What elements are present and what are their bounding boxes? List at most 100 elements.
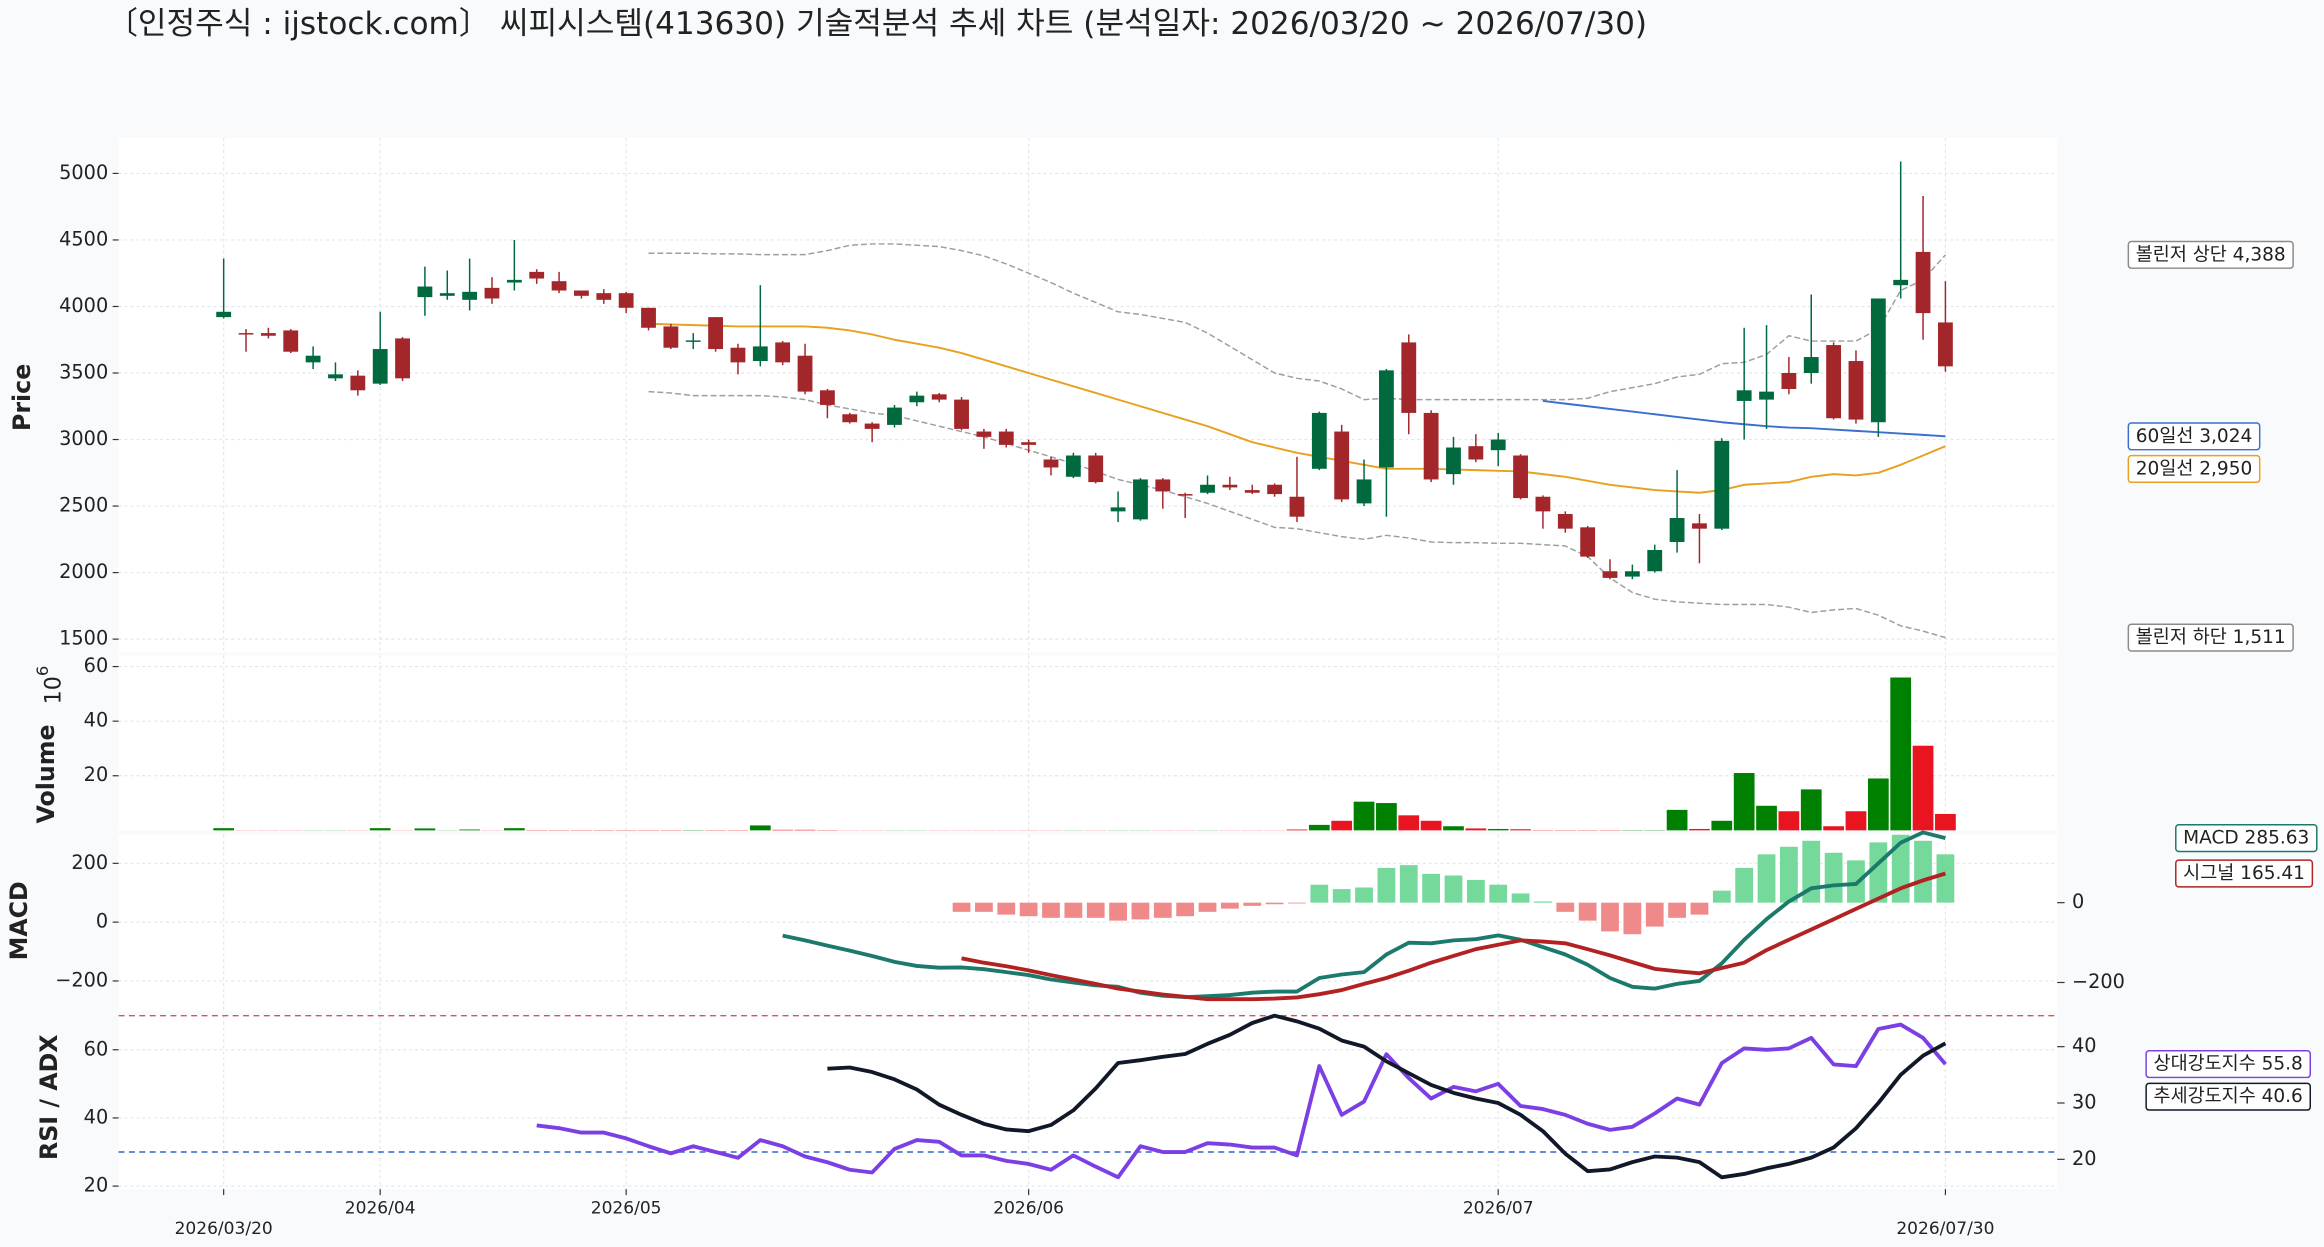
series-line	[648, 390, 1946, 639]
y-tick-label: 5000	[59, 161, 108, 184]
candle-body	[328, 374, 343, 379]
histogram-bar	[1064, 902, 1083, 918]
histogram-bar	[952, 902, 971, 912]
panel-background	[118, 655, 2058, 831]
y-axis-label: RSI / ADX	[35, 1034, 63, 1160]
y-tick-label: 40	[84, 709, 109, 732]
candle-body	[618, 293, 634, 308]
histogram-bar	[1690, 902, 1709, 915]
candle-body	[1334, 431, 1350, 500]
histogram-bar	[1399, 865, 1418, 903]
histogram-bar	[1109, 902, 1127, 921]
volume-bar	[1845, 811, 1867, 831]
label-box	[2175, 859, 2314, 888]
histogram-bar	[1243, 902, 1262, 906]
y2-tick-label: 20	[2072, 1147, 2097, 1170]
y-axis-label: MACD	[5, 881, 33, 960]
y2-tick-label: 0	[2072, 890, 2084, 913]
label-box	[2127, 454, 2261, 484]
volume-bar	[1733, 773, 1755, 831]
candle-body	[1200, 484, 1215, 493]
y-tick-label: 40	[84, 1105, 109, 1128]
panel-background	[118, 1015, 2058, 1190]
histogram-bar	[1377, 867, 1396, 903]
series-line	[782, 830, 1946, 1000]
candle-body	[1356, 479, 1372, 504]
series-end-label: 시그널 165.41	[2183, 863, 2305, 884]
candle-body	[1244, 490, 1260, 493]
offset-base: 10	[40, 676, 66, 704]
candle-body	[372, 349, 388, 384]
histogram-bar	[1645, 902, 1664, 927]
volume-bar	[1510, 829, 1531, 831]
candle-body	[1289, 496, 1305, 517]
candle-body	[506, 279, 522, 283]
histogram-bar	[1735, 867, 1754, 903]
volume-bar	[414, 828, 436, 831]
histogram-bar	[1601, 902, 1619, 932]
histogram-bar	[1355, 887, 1373, 903]
candle-body	[976, 431, 992, 437]
histogram-bar	[1198, 902, 1217, 912]
histogram-bar	[1757, 854, 1776, 903]
series-end-label: 상대강도지수 55.8	[2154, 1054, 2303, 1075]
y-tick-label: 60	[84, 1037, 109, 1060]
candle-body	[730, 347, 746, 363]
candle-body	[797, 355, 813, 392]
candle-body	[1133, 479, 1148, 520]
candle-body	[708, 317, 724, 350]
candle-body	[1065, 455, 1081, 477]
y-tick-label: 3500	[59, 360, 108, 383]
volume-bar	[1912, 745, 1934, 831]
volume-bar	[1867, 778, 1889, 831]
candle-body	[1513, 455, 1528, 499]
y-tick-label: 2000	[59, 560, 108, 583]
histogram-bar	[1489, 884, 1508, 903]
volume-bar	[1487, 828, 1509, 831]
candle-body	[1938, 322, 1953, 367]
volume-bar	[1890, 677, 1912, 831]
candle-body	[574, 290, 589, 296]
series-end-label: 60일선 3,024	[2136, 426, 2253, 447]
histogram-bar	[1019, 902, 1038, 917]
volume-bar	[1756, 805, 1777, 831]
candle-body	[1557, 514, 1573, 529]
histogram-bar	[1131, 902, 1150, 920]
candle-body	[350, 375, 366, 391]
candle-body	[1267, 484, 1283, 495]
x-tick-label: 2026/03/20	[175, 1219, 273, 1239]
histogram-bar	[1422, 873, 1441, 903]
histogram-bar	[1288, 902, 1306, 904]
label-box	[2145, 1082, 2312, 1111]
series-line	[648, 243, 1946, 401]
y-tick-label: 20	[84, 1174, 109, 1197]
y-offset-label: 106	[32, 666, 65, 705]
candle-body	[283, 330, 299, 352]
candle-body	[775, 342, 791, 363]
y-tick-label: 0	[96, 910, 108, 933]
volume-bar	[1443, 826, 1464, 831]
histogram-bar	[1668, 902, 1686, 918]
candle-body	[1535, 496, 1551, 512]
series-line	[648, 322, 1946, 494]
candle-body	[1088, 455, 1104, 483]
candle-body	[864, 423, 880, 429]
candle-body	[1401, 342, 1417, 413]
histogram-bar	[1578, 902, 1597, 921]
histogram-bar	[1153, 902, 1172, 918]
candle-body	[1177, 494, 1193, 496]
candle-body	[641, 307, 656, 328]
candle-body	[596, 293, 612, 300]
series-end-label: MACD 285.63	[2183, 828, 2309, 849]
volume-bar	[1666, 809, 1688, 831]
candle-body	[1580, 527, 1596, 557]
y-tick-label: 3000	[59, 427, 108, 450]
y-tick-label: −200	[55, 968, 108, 991]
volume-bar	[1331, 820, 1353, 831]
offset-exponent: 6	[32, 666, 51, 676]
label-box	[2175, 824, 2318, 853]
x-tick-label: 2026/04	[345, 1198, 416, 1218]
volume-bar	[1711, 820, 1733, 831]
